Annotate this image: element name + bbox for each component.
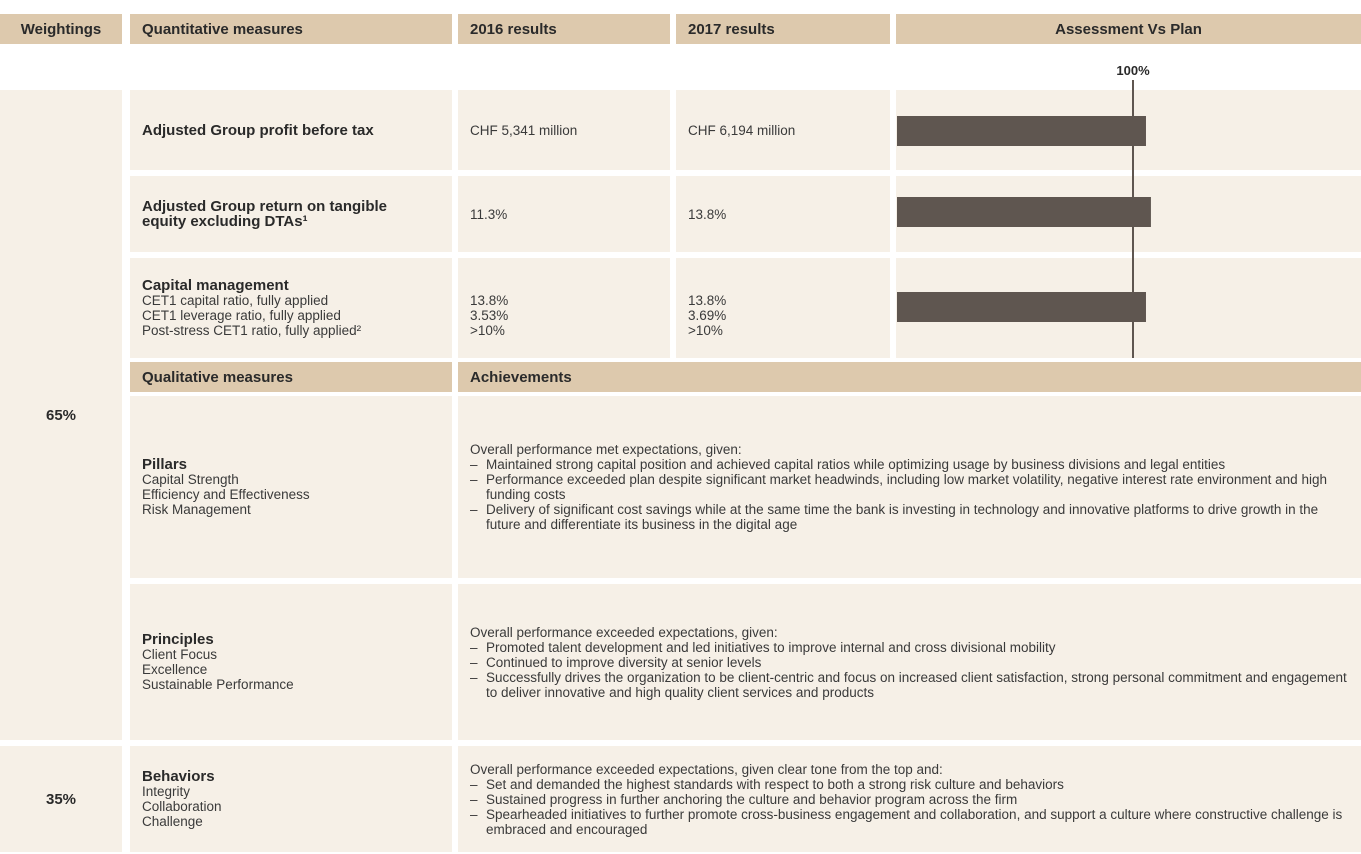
result-2017: CHF 6,194 million — [676, 90, 890, 170]
measure-item: Sustainable Performance — [142, 677, 294, 692]
measure-sub: Post-stress CET1 ratio, fully applied² — [142, 323, 362, 338]
bullet: Promoted talent development and led init… — [470, 640, 1349, 655]
measure-cell: Adjusted Group profit before tax — [130, 90, 452, 170]
measure: Adjusted Group return on tangible equity… — [142, 198, 387, 230]
result: >10% — [470, 323, 505, 338]
measure: Principles — [142, 631, 214, 648]
header-cell: 2016 results — [458, 14, 670, 44]
result-2016: CHF 5,341 million — [458, 90, 670, 170]
measure-item: Client Focus — [142, 647, 218, 662]
measure-item: Challenge — [142, 814, 203, 829]
result: >10% — [688, 323, 723, 338]
result: 13.8% — [688, 206, 727, 222]
header-text: Weightings — [20, 20, 102, 38]
measure-item: Integrity — [142, 784, 191, 799]
marker-label: 100% — [1116, 63, 1150, 78]
intro: Overall performance met expectations, gi… — [470, 442, 742, 457]
header-cell: Weightings — [0, 14, 122, 44]
bullet: Spearheaded initiatives to further promo… — [470, 807, 1349, 837]
intro: Overall performance exceeded expectation… — [470, 624, 778, 640]
measure: Pillars — [142, 456, 188, 473]
weighting: 35% — [45, 790, 77, 808]
measure-cell: Behaviors Integrity Collaboration Challenge — [130, 746, 452, 852]
bar — [897, 292, 1146, 322]
intro: Overall performance exceeded expectation… — [470, 761, 943, 777]
weighting-cell: 35% — [0, 746, 122, 852]
measure-item: Capital Strength — [142, 472, 239, 487]
measure: Capital management — [142, 277, 289, 294]
header-text: Achievements — [470, 368, 572, 386]
measure-cell: Adjusted Group return on tangible equity… — [130, 176, 452, 252]
result: CHF 5,341 million — [470, 122, 578, 138]
header-text: 2017 results — [688, 20, 775, 38]
measure-sub: CET1 capital ratio, fully applied — [142, 293, 329, 308]
bullet: Delivery of significant cost savings whi… — [470, 502, 1349, 532]
achievements: Overall performance exceeded expectation… — [458, 584, 1361, 740]
measure-cell: Capital management CET1 capital ratio, fu… — [130, 258, 452, 358]
measure-sub: CET1 leverage ratio, fully applied — [142, 308, 341, 323]
header-text: Quantitative measures — [142, 20, 303, 38]
bar — [897, 116, 1146, 146]
weighting-cell: 65% — [0, 90, 122, 740]
measure-cell: Pillars Capital Strength Efficiency and Ef… — [130, 396, 452, 578]
bar — [897, 197, 1151, 227]
measure: Behaviors — [142, 768, 215, 785]
measure-item: Risk Management — [142, 502, 251, 517]
result-2017: 13.8% — [676, 176, 890, 252]
result-2016: 13.8% 3.53% >10% — [458, 258, 670, 358]
bullet: Performance exceeded plan despite signif… — [470, 472, 1349, 502]
result: CHF 6,194 million — [688, 122, 796, 138]
result: 3.53% — [470, 308, 509, 323]
result: 3.69% — [688, 308, 727, 323]
header-cell: 2017 results — [676, 14, 890, 44]
bullet: Maintained strong capital position and a… — [470, 457, 1349, 472]
measure-item: Excellence — [142, 662, 208, 677]
header-cell: Assessment Vs Plan — [896, 14, 1361, 44]
header-cell: Quantitative measures — [130, 14, 452, 44]
weighting: 65% — [45, 406, 77, 424]
bullet: Continued to improve diversity at senior… — [470, 655, 1349, 670]
measure: Adjusted Group profit before tax — [142, 121, 374, 139]
bullet: Set and demanded the highest standards w… — [470, 777, 1349, 792]
bullet: Successfully drives the organization to … — [470, 670, 1349, 700]
result: 13.8% — [688, 293, 727, 308]
result: 11.3% — [470, 206, 508, 222]
result-2016: 11.3% — [458, 176, 670, 252]
measure-item: Collaboration — [142, 799, 222, 814]
header-text: Assessment Vs Plan — [1055, 20, 1202, 38]
header-text: 2016 results — [470, 20, 557, 38]
header-text: Qualitative measures — [142, 368, 293, 386]
achievements: Overall performance met expectations, gi… — [458, 396, 1361, 578]
measure-cell: Principles Client Focus Excellence Sustaina… — [130, 584, 452, 740]
measure-item: Efficiency and Effectiveness — [142, 487, 310, 502]
qual-header: Qualitative measures — [130, 362, 452, 392]
qual-header: Achievements — [458, 362, 1361, 392]
result: 13.8% — [470, 293, 509, 308]
result-2017: 13.8% 3.69% >10% — [676, 258, 890, 358]
achievements: Overall performance exceeded expectation… — [458, 746, 1361, 852]
bullet: Sustained progress in further anchoring … — [470, 792, 1349, 807]
